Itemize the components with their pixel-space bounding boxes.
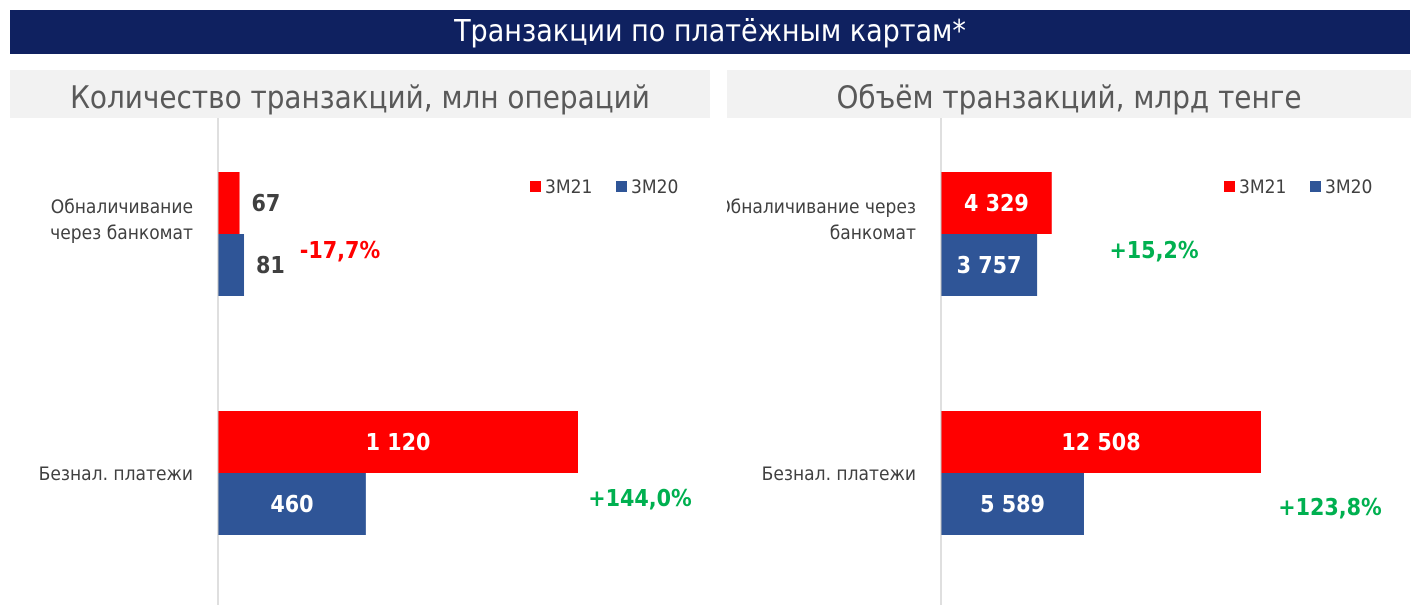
change-label: -17,7% xyxy=(300,238,381,264)
data-label: 1 120 xyxy=(366,430,431,456)
data-label: 81 xyxy=(256,253,285,279)
bar-3m21 xyxy=(218,172,240,234)
legend-swatch-0 xyxy=(530,181,541,192)
chart-title: Объём транзакций, млрд тенге xyxy=(836,80,1302,116)
chart-svg-count: 3М21 3М20 Обналичивание через банкомат 67 81-… xyxy=(39,118,692,605)
chart-title: Количество транзакций, млн операций xyxy=(70,80,650,116)
change-label: +123,8% xyxy=(1278,495,1382,521)
change-label: +144,0% xyxy=(588,486,692,512)
legend: 3М21 3М20 xyxy=(1224,176,1372,198)
plot-area: 3М21 3М20 Обналичивание через банкомат 4 329… xyxy=(727,118,1411,605)
legend-swatch-1 xyxy=(616,181,627,192)
legend-label: 3М21 xyxy=(1239,176,1286,198)
bar-3m20 xyxy=(218,473,366,535)
data-label: 460 xyxy=(270,492,313,518)
chart-panel-count: Количество транзакций, млн операций 3М21… xyxy=(10,70,710,605)
chart-svg-volume: 3М21 3М20 Обналичивание через банкомат 4 329… xyxy=(727,118,1382,605)
bar-3m20 xyxy=(941,234,1038,296)
legend-label: 3М20 xyxy=(1325,176,1372,198)
bar-3m21 xyxy=(941,411,1261,473)
bar-3m21 xyxy=(218,411,578,473)
data-label: 12 508 xyxy=(1061,430,1140,456)
data-label: 3 757 xyxy=(957,253,1022,279)
legend-swatch-0 xyxy=(1224,181,1235,192)
category-label: Обналичивание через банкомат xyxy=(727,196,916,244)
data-label: 5 589 xyxy=(980,492,1045,518)
bar-3m20 xyxy=(941,473,1084,535)
banner-title: Транзакции по платёжным картам* xyxy=(10,10,1410,54)
data-label: 4 329 xyxy=(964,191,1029,217)
legend-swatch-1 xyxy=(1310,181,1321,192)
change-label: +15,2% xyxy=(1109,238,1198,264)
legend-label: 3М21 xyxy=(545,176,592,198)
category-label: Обналичивание через банкомат xyxy=(50,196,193,244)
category-label: Безнал. платежи xyxy=(762,463,916,485)
legend-label: 3М20 xyxy=(631,176,678,198)
bar-3m21 xyxy=(941,172,1052,234)
bar-3m20 xyxy=(218,234,245,296)
plot-area: 3М21 3М20 Обналичивание через банкомат 67 81-… xyxy=(10,118,710,605)
legend: 3М21 3М20 xyxy=(530,176,678,198)
data-label: 67 xyxy=(252,191,281,217)
chart-panel-volume: Объём транзакций, млрд тенге 3М21 3М20 Обн… xyxy=(727,70,1411,605)
category-label: Безнал. платежи xyxy=(39,463,193,485)
